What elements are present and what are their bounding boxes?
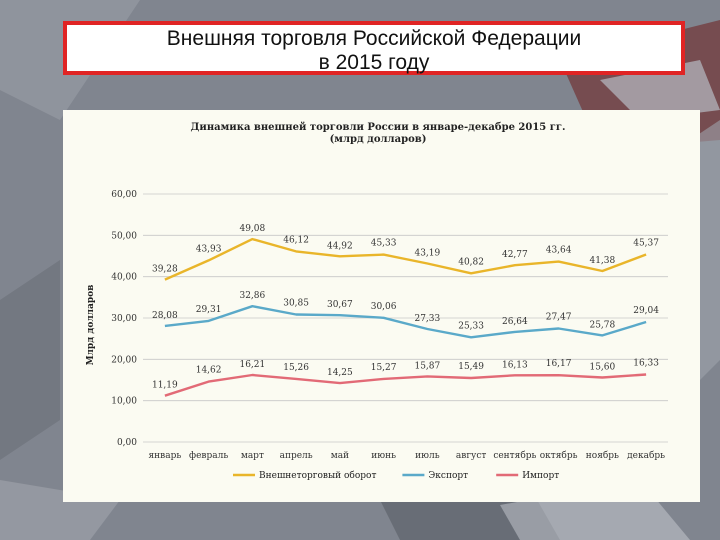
data-label: 45,33 xyxy=(371,239,397,249)
legend-label: Внешнеторговый оборот xyxy=(259,470,376,481)
y-tick-label: 0,00 xyxy=(117,438,137,448)
series-lines xyxy=(164,237,647,397)
legend-label: Экспорт xyxy=(428,471,468,481)
data-label: 49,08 xyxy=(239,224,265,234)
y-tick-label: 50,00 xyxy=(111,231,137,241)
data-label: 16,21 xyxy=(239,360,265,370)
data-label: 25,33 xyxy=(458,321,484,331)
data-label: 30,06 xyxy=(371,302,397,312)
x-tick-label: март xyxy=(241,451,264,461)
chart-title: Динамика внешней торговли России в январ… xyxy=(191,122,566,133)
x-tick-label: июль xyxy=(415,451,440,461)
x-tick-label: январь xyxy=(148,451,181,461)
series-line xyxy=(164,237,647,281)
data-label: 15,49 xyxy=(458,362,484,372)
slide-title-line1: Внешняя торговля Российской Федерации xyxy=(166,27,582,50)
data-label: 16,17 xyxy=(546,359,572,369)
x-tick-label: декабрь xyxy=(627,450,665,461)
grid xyxy=(143,193,668,443)
y-tick-label: 30,00 xyxy=(111,314,137,324)
data-label: 43,19 xyxy=(414,248,440,258)
chart-subtitle: (млрд долларов) xyxy=(330,134,427,145)
data-label: 28,08 xyxy=(152,311,178,321)
data-label: 27,33 xyxy=(414,314,440,324)
x-tick-label: сентябрь xyxy=(493,450,536,461)
data-label: 45,37 xyxy=(633,238,659,248)
slide-title-line2: в 2015 году xyxy=(318,51,430,74)
legend: Внешнеторговый оборот Экспорт Импорт xyxy=(233,470,559,481)
y-tick-label: 60,00 xyxy=(111,190,137,200)
data-label: 46,12 xyxy=(283,235,309,245)
data-label: 43,93 xyxy=(196,244,222,254)
data-label: 16,33 xyxy=(633,359,659,369)
data-label: 32,86 xyxy=(239,291,265,301)
data-label: 44,92 xyxy=(327,241,353,251)
data-label: 11,19 xyxy=(152,381,178,391)
x-tick-label: февраль xyxy=(189,451,228,461)
data-label: 40,82 xyxy=(458,257,484,267)
data-label: 30,85 xyxy=(283,298,309,308)
data-label: 42,77 xyxy=(502,250,528,260)
data-label: 15,26 xyxy=(283,363,309,373)
data-label: 15,60 xyxy=(589,363,615,373)
data-label: 26,64 xyxy=(502,317,528,327)
data-label: 39,28 xyxy=(152,265,178,275)
x-tick-label: апрель xyxy=(280,451,313,461)
y-tick-label: 40,00 xyxy=(111,273,137,283)
data-label: 29,04 xyxy=(633,306,659,316)
x-tick-label: июнь xyxy=(371,451,396,461)
data-label: 29,31 xyxy=(196,305,222,315)
data-label: 14,62 xyxy=(196,366,222,376)
y-tick-label: 20,00 xyxy=(111,355,137,365)
y-axis-label: Млрд долларов xyxy=(86,285,96,366)
data-label: 43,64 xyxy=(546,246,572,256)
y-tick-labels: 0,00 10,00 20,00 30,00 40,00 50,00 60,00 xyxy=(111,190,137,448)
data-label: 41,38 xyxy=(589,256,615,266)
x-tick-label: май xyxy=(331,451,349,461)
legend-label: Импорт xyxy=(522,471,559,481)
y-tick-label: 10,00 xyxy=(111,397,137,407)
x-tick-label: октябрь xyxy=(540,450,578,461)
data-label: 25,78 xyxy=(589,320,615,330)
slide-title: Внешняя торговля Российской Федерации в … xyxy=(63,21,685,75)
series-line xyxy=(164,373,647,397)
data-labels: 39,28 43,93 49,08 46,12 44,92 45,33 43,19 40,82… xyxy=(152,224,659,391)
data-label: 16,13 xyxy=(502,360,528,370)
data-label: 15,27 xyxy=(371,363,397,373)
trade-line-chart: Динамика внешней торговли России в январ… xyxy=(86,122,668,481)
x-tick-labels: январь февраль март апрель май июнь июль август… xyxy=(148,450,665,461)
data-label: 27,47 xyxy=(546,312,572,322)
x-tick-label: август xyxy=(456,451,486,461)
data-label: 15,87 xyxy=(414,361,440,371)
series-line xyxy=(164,304,647,339)
data-label: 30,67 xyxy=(327,300,353,310)
data-label: 14,25 xyxy=(327,368,353,378)
x-tick-label: ноябрь xyxy=(586,450,619,461)
chart-panel: Динамика внешней торговли России в январ… xyxy=(63,110,700,502)
